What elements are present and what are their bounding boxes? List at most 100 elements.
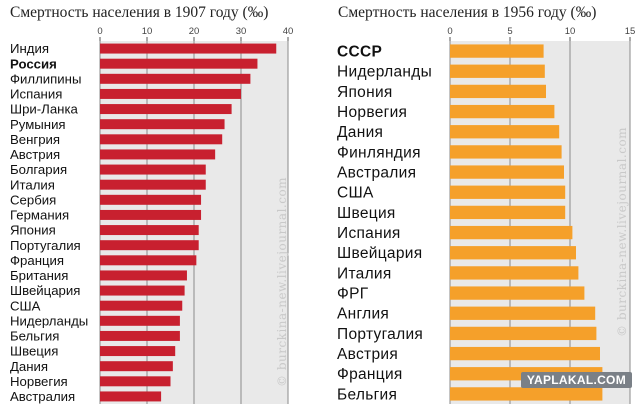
- category-label: Франция: [10, 253, 64, 268]
- bar: [100, 73, 251, 84]
- chart-1956: Смертность населения в 1956 году (‰) 0 5 1…: [332, 0, 640, 414]
- category-label: Австрия: [337, 346, 398, 363]
- bar: [100, 300, 183, 311]
- category-label: Португалия: [10, 238, 81, 253]
- bar: [450, 44, 544, 58]
- category-label: Норвегия: [337, 104, 407, 121]
- x-tick-label: 10: [565, 26, 576, 37]
- category-label: ФРГ: [337, 285, 369, 302]
- bar: [100, 376, 171, 387]
- category-label: Австралия: [10, 389, 75, 404]
- chart-1907-svg: 0 10 20 30 40 ИндияРоссияФиллипиныИспанияШри-…: [10, 26, 294, 404]
- category-label: США: [10, 298, 41, 313]
- category-label: Швейцария: [10, 283, 80, 298]
- bar: [100, 164, 206, 175]
- x-tick-label: 0: [97, 26, 102, 37]
- bar: [100, 88, 241, 99]
- category-label: Швейцария: [337, 245, 422, 262]
- category-label: Дания: [10, 359, 48, 374]
- bar: [100, 391, 162, 402]
- bar: [100, 225, 199, 236]
- bar: [450, 246, 576, 260]
- category-label: Япония: [10, 223, 56, 238]
- chart-1907: Смертность населения в 1907 году (‰) 0 10…: [0, 0, 300, 414]
- bar: [450, 84, 546, 99]
- bar: [100, 330, 180, 341]
- category-label: Нидерланды: [10, 313, 88, 328]
- bar: [450, 266, 579, 280]
- bar: [450, 326, 597, 341]
- category-label: Венгрия: [10, 132, 60, 147]
- bar: [450, 145, 562, 159]
- category-label: Россия: [10, 56, 57, 71]
- chart-title-1907: Смертность населения в 1907 году (‰): [10, 4, 269, 21]
- chart-1956-svg: 0 5 10 15 СССР Нидерланды Япония Норвегия Дания Ф…: [337, 26, 636, 404]
- category-label: Нидерланды: [337, 64, 432, 81]
- category-label: Болгария: [10, 162, 67, 177]
- category-label: Германия: [10, 208, 69, 223]
- category-label: Австрия: [10, 147, 60, 162]
- category-label: Норвегия: [10, 374, 68, 389]
- category-label: Финляндия: [337, 144, 421, 161]
- category-label: Шри-Ланка: [10, 102, 79, 117]
- x-tick-label: 0: [447, 26, 452, 37]
- category-label: Франция: [337, 366, 403, 383]
- bar: [450, 306, 596, 320]
- category-label: Италия: [337, 265, 392, 282]
- bar: [450, 205, 566, 220]
- x-tick-label: 5: [507, 26, 512, 37]
- bar: [450, 165, 564, 179]
- category-label: Италия: [10, 177, 55, 192]
- category-label: Индия: [10, 41, 49, 56]
- bar: [450, 387, 603, 401]
- bar: [100, 209, 202, 220]
- category-label: Швеция: [337, 205, 396, 222]
- category-label: Австралия: [337, 164, 416, 181]
- bar: [100, 270, 187, 281]
- category-label: Испания: [337, 225, 401, 242]
- watermark-right: © burckina-new.livejournal.com: [615, 126, 629, 337]
- bar: [100, 255, 197, 266]
- bar: [100, 149, 216, 160]
- category-label: Румыния: [10, 117, 66, 132]
- category-label: Бельгия: [10, 329, 59, 344]
- bar: [100, 194, 202, 205]
- bar: [100, 315, 180, 326]
- bar: [100, 240, 199, 251]
- bar: [100, 43, 277, 54]
- bar: [450, 104, 555, 119]
- bar: [100, 58, 258, 69]
- x-tick-label: 40: [283, 26, 294, 37]
- bar: [100, 179, 206, 190]
- category-label: Бельгия: [337, 386, 397, 403]
- category-label: Сербия: [10, 192, 56, 207]
- x-tick-label: 10: [142, 26, 153, 37]
- category-label: Испания: [10, 87, 62, 102]
- bar: [450, 346, 600, 361]
- category-label: Англия: [337, 306, 389, 323]
- bar: [450, 286, 585, 300]
- site-badge: YAPLAKAL.COM: [520, 372, 632, 388]
- category-label: США: [337, 185, 374, 202]
- category-label: Филлипины: [10, 71, 81, 86]
- x-tick-label: 30: [236, 26, 247, 37]
- category-label: Швеция: [10, 344, 58, 359]
- bar: [100, 285, 185, 296]
- category-label: Португалия: [337, 326, 423, 343]
- bar: [450, 64, 545, 78]
- bar: [450, 185, 566, 199]
- plot-background: [450, 41, 630, 404]
- category-label: Британия: [10, 268, 68, 283]
- x-tick-label: 15: [625, 26, 636, 37]
- bar: [100, 119, 225, 130]
- bar: [450, 125, 560, 139]
- bar: [100, 361, 173, 372]
- watermark-left: © burckina-new.livejournal.com: [275, 176, 289, 387]
- category-label: Япония: [337, 84, 393, 101]
- bar: [100, 104, 232, 115]
- chart-title-1956: Смертность населения в 1956 году (‰): [338, 4, 597, 21]
- x-tick-label: 20: [189, 26, 200, 37]
- bar: [100, 346, 176, 357]
- bar: [450, 225, 573, 240]
- category-label: СССР: [337, 43, 382, 60]
